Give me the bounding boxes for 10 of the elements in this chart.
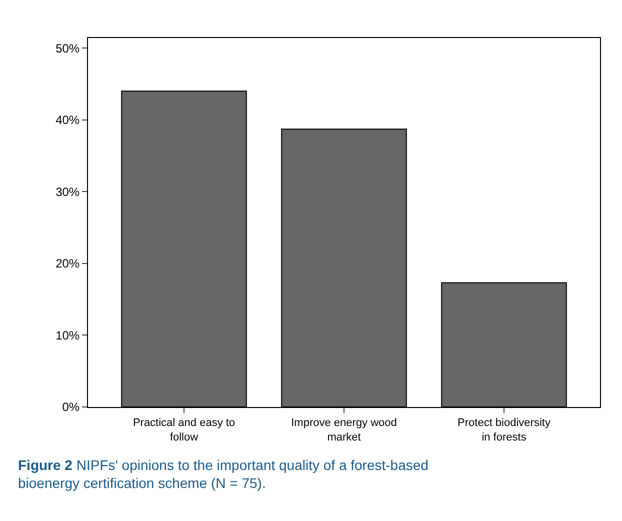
x-tick-label: Practical and easy to follow xyxy=(132,417,236,444)
y-tick-label: 40% xyxy=(56,113,80,128)
y-tick-label: 50% xyxy=(56,41,80,56)
caption: Figure 2 xyxy=(18,457,73,473)
y-tick-label: 20% xyxy=(56,256,80,271)
y-tick-label: 0% xyxy=(62,400,80,414)
y-tick-label: 10% xyxy=(56,328,80,342)
x-tick-label: Improve energy wood market xyxy=(291,417,397,444)
y-tick-label: 30% xyxy=(56,184,80,199)
x-tick-label: Protect biodiversity in forests xyxy=(458,417,551,444)
